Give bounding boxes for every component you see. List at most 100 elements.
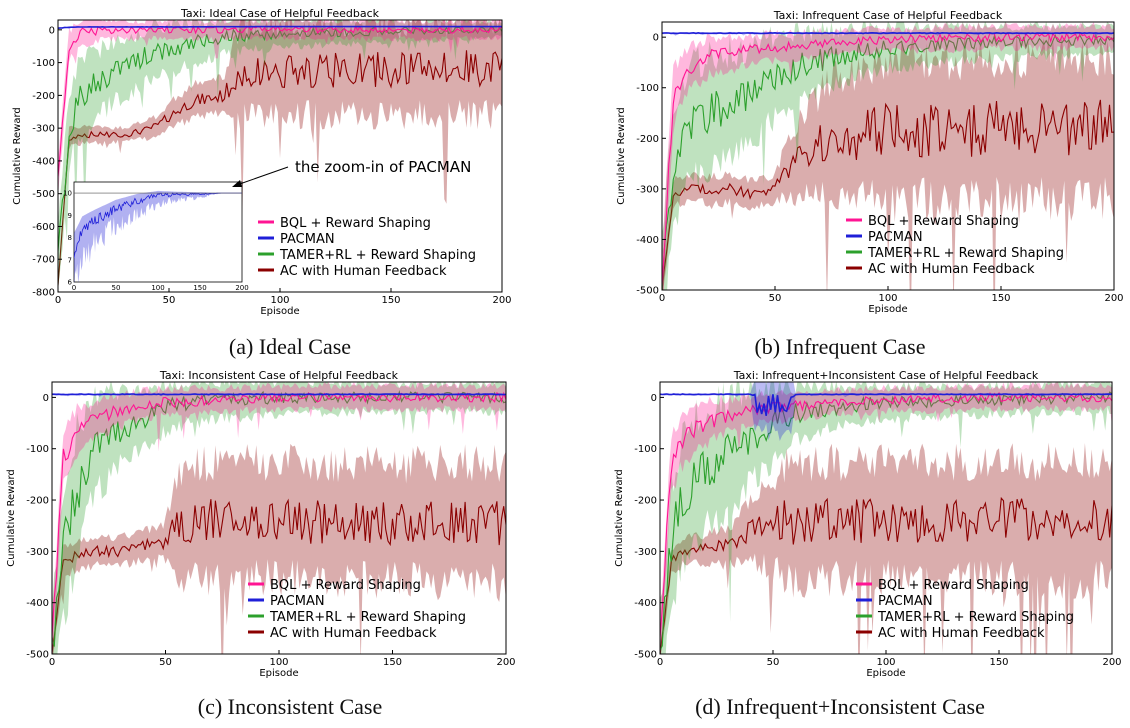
y-tick-label: -100 (634, 444, 657, 455)
inset-x-tick-label: 50 (112, 284, 121, 292)
chart-panel-0: 0 50 100 150 2000-100-200-300-400-500-600-70… (12, 7, 512, 317)
y-tick-label: -300 (636, 184, 659, 195)
y-tick-label: -300 (32, 124, 55, 135)
x-tick-label: 100 (270, 295, 289, 306)
legend-label-ac: AC with Human Feedback (868, 262, 1035, 277)
legend-label-bql: BQL + Reward Shaping (280, 216, 431, 231)
series-line-bql (58, 24, 502, 177)
band-bql (58, 20, 502, 197)
inset-x-tick-label: 150 (193, 284, 206, 292)
series-line-pacman (662, 31, 1114, 35)
band-ac (52, 443, 506, 654)
band-ac (662, 31, 1114, 290)
band-tamer (58, 20, 502, 291)
y-tick-label: -500 (634, 650, 657, 661)
series-line-pacman (660, 393, 1112, 416)
x-tick-label: 50 (769, 293, 782, 304)
chart-title: Taxi: Infrequent Case of Helpful Feedbac… (773, 9, 1003, 22)
x-tick-label: 150 (989, 657, 1008, 668)
legend-label-ac: AC with Human Feedback (878, 626, 1045, 641)
legend-label-tamer: TAMER+RL + Reward Shaping (279, 248, 476, 263)
x-tick-label: 100 (878, 293, 897, 304)
x-tick-label: 200 (492, 295, 511, 306)
band-bql (662, 22, 1114, 290)
y-tick-label: 0 (43, 393, 49, 404)
chart-title: Taxi: Infrequent+Inconsistent Case of He… (733, 369, 1039, 382)
y-axis-label: Cumulative Reward (614, 469, 625, 567)
x-tick-label: 200 (496, 657, 515, 668)
x-axis-label: Episode (868, 304, 907, 315)
caption-d: (d) Infrequent+Inconsistent Case (695, 694, 985, 719)
y-tick-label: -300 (634, 547, 657, 558)
y-tick-label: -500 (32, 189, 55, 200)
inset-line (74, 192, 242, 259)
legend-label-tamer: TAMER+RL + Reward Shaping (867, 246, 1064, 261)
inset-y-tick-label: 10 (63, 190, 72, 198)
annotation-text: the zoom-in of PACMAN (295, 158, 471, 176)
y-tick-label: -100 (636, 83, 659, 94)
x-tick-label: 200 (1102, 657, 1121, 668)
legend-label-bql: BQL + Reward Shaping (878, 578, 1029, 593)
chart-title: Taxi: Inconsistent Case of Helpful Feedb… (159, 369, 399, 382)
chart-panel-2: 0 50 100 150 200 0 -100 -200 -300 -400 -500 Taxi: I… (6, 369, 516, 679)
series-line-ac (52, 498, 506, 653)
x-axis-label: Episode (260, 306, 299, 317)
y-tick-label: -400 (26, 598, 49, 609)
series-line-bql (662, 31, 1114, 286)
x-tick-label: 100 (269, 657, 288, 668)
series-line-ac (58, 50, 502, 286)
inset-frame (73, 181, 243, 283)
y-tick-label: -200 (26, 496, 49, 507)
legend-label-tamer: TAMER+RL + Reward Shaping (877, 610, 1074, 625)
y-tick-label: -400 (634, 598, 657, 609)
x-axis-label: Episode (866, 668, 905, 679)
y-tick-label: -200 (32, 91, 55, 102)
inset-y-tick-label: 7 (68, 256, 72, 264)
inset-y-tick-label: 6 (68, 279, 73, 287)
x-tick-label: 100 (876, 657, 895, 668)
y-axis-label: Cumulative Reward (616, 107, 627, 205)
band-bql (660, 382, 1112, 654)
x-tick-label: 50 (159, 657, 172, 668)
inset-zoom-pacman: 0 50 100 150 200 10 9 8 7 6 (63, 181, 249, 292)
legend-label-tamer: TAMER+RL + Reward Shaping (269, 610, 466, 625)
plot-area (660, 382, 1112, 654)
band-bql (52, 382, 506, 654)
legend-label-pacman: PACMAN (280, 232, 335, 247)
y-tick-label: -100 (32, 58, 55, 69)
chart-title: Taxi: Ideal Case of Helpful Feedback (180, 7, 380, 20)
chart-panel-1: 0 50 100 150 200 0 -100 -200 -300 -400 -500 Taxi: I… (616, 9, 1124, 315)
y-tick-label: 0 (653, 33, 659, 44)
y-tick-label: -100 (26, 444, 49, 455)
x-tick-label: 0 (659, 293, 665, 304)
inset-x-tick-label: 100 (151, 284, 164, 292)
y-tick-label: -300 (26, 547, 49, 558)
series-line-bql (660, 391, 1112, 638)
y-tick-label: -400 (32, 156, 55, 167)
y-tick-label: -500 (26, 650, 49, 661)
band-tamer (52, 382, 506, 654)
y-axis-label: Cumulative Reward (6, 469, 17, 567)
x-tick-label: 0 (657, 657, 663, 668)
series-line-pacman (52, 393, 506, 396)
x-tick-label: 0 (55, 295, 61, 306)
band-ac (660, 442, 1112, 654)
x-axis-label: Episode (259, 668, 298, 679)
inset-x-tick-label: 0 (72, 284, 76, 292)
y-tick-label: -600 (32, 222, 55, 233)
plot-area (662, 22, 1114, 290)
annotation-arrow (233, 166, 289, 187)
series-line-tamer (660, 391, 1112, 651)
legend-label-bql: BQL + Reward Shaping (868, 214, 1019, 229)
x-tick-label: 0 (49, 657, 55, 668)
legend-label-ac: AC with Human Feedback (270, 626, 437, 641)
y-axis-label: Cumulative Reward (12, 107, 23, 205)
series-line-ac (660, 496, 1112, 654)
y-tick-label: -500 (636, 286, 659, 297)
y-tick-label: 0 (651, 393, 657, 404)
plot-area (52, 382, 506, 654)
x-tick-label: 200 (1104, 293, 1123, 304)
x-tick-label: 150 (991, 293, 1010, 304)
inset-y-tick-label: 8 (68, 234, 72, 242)
